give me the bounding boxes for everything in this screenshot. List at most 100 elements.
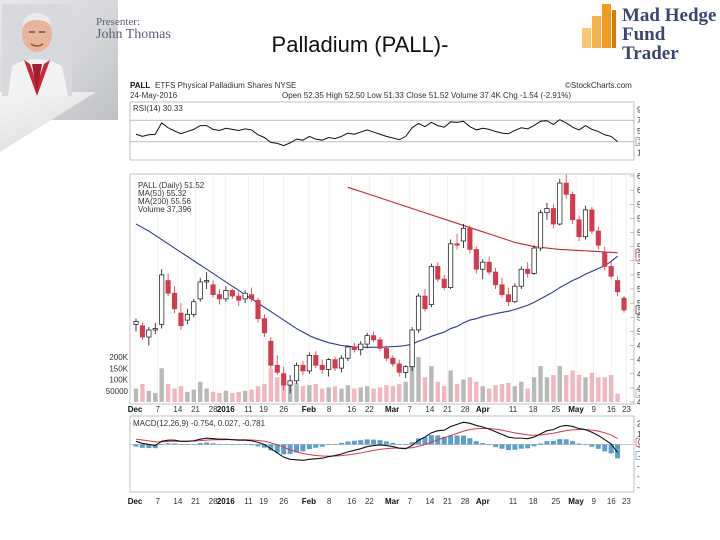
- candle-body: [242, 292, 248, 300]
- volume-bar: [377, 387, 383, 402]
- volume-bar: [531, 377, 537, 402]
- volume-bar: [159, 368, 164, 402]
- logo-line-1: Mad Hedge: [622, 5, 717, 26]
- candle-body: [531, 247, 537, 274]
- macd-histogram-bar: [197, 442, 203, 445]
- price-tick-46: 46: [637, 384, 640, 393]
- macd-histogram-bar: [204, 442, 210, 445]
- candle-body: [435, 266, 441, 280]
- candle-body: [563, 182, 569, 195]
- candle-body: [306, 355, 312, 372]
- candle-body: [396, 363, 402, 373]
- macd-histogram-bar: [306, 444, 312, 450]
- macd-histogram-bar: [512, 444, 518, 450]
- x-tick-1: 7: [155, 405, 160, 414]
- x-tick-22: May: [568, 405, 584, 414]
- candle-body: [525, 268, 531, 274]
- macd-histogram-bar: [377, 440, 383, 445]
- candle-body: [274, 364, 280, 373]
- candle-body: [415, 295, 422, 331]
- volume-bar: [474, 381, 479, 402]
- x-tick-bottom-15: 14: [425, 497, 434, 506]
- candle-body: [293, 364, 300, 382]
- macd-histogram-bar: [281, 444, 287, 455]
- x-tick-bottom-10: 8: [327, 497, 332, 506]
- volume-bar: [397, 384, 402, 402]
- x-tick-bottom-18: Apr: [476, 497, 490, 506]
- candle-body: [351, 346, 357, 351]
- x-tick-9: Feb: [302, 405, 316, 414]
- macd-histogram-bar: [582, 444, 588, 445]
- x-tick-25: 23: [622, 405, 631, 414]
- macd-badge-label-1: -0.754: [638, 451, 640, 460]
- volume-bar: [249, 389, 254, 402]
- candle-body: [595, 230, 601, 246]
- macd-line: [135, 421, 619, 461]
- macd-histogram-bar: [602, 444, 608, 452]
- macd-histogram-bar: [409, 442, 415, 445]
- volume-bar: [172, 388, 177, 402]
- macd-histogram-bar: [589, 444, 595, 447]
- macd-histogram-bar: [159, 444, 165, 445]
- macd-histogram-bar: [525, 444, 531, 449]
- volume-bar: [512, 386, 518, 402]
- x-tick-21: 25: [551, 405, 560, 414]
- macd-histogram-bar: [608, 444, 614, 454]
- candle-body: [281, 373, 287, 386]
- rsi-tick-50: 50: [637, 127, 640, 136]
- volume-bar: [409, 361, 415, 402]
- macd-histogram-bar: [403, 444, 409, 445]
- macd-histogram-bar: [538, 443, 544, 445]
- x-tick-18: Apr: [476, 405, 490, 414]
- price-tick-55: 55: [637, 257, 640, 266]
- x-tick-bottom-1: 7: [155, 497, 160, 506]
- macd-tick--3: -3: [637, 472, 640, 481]
- x-tick-3: 21: [191, 405, 200, 414]
- volume-bar: [506, 382, 511, 402]
- candle-body: [428, 266, 434, 305]
- macd-histogram-bar: [229, 444, 235, 445]
- volume-bar: [300, 386, 306, 402]
- candle-body: [589, 209, 595, 232]
- price-tick-48: 48: [637, 356, 640, 365]
- macd-histogram-bar: [448, 435, 454, 445]
- x-tick-23: 9: [591, 405, 596, 414]
- macd-histogram-bar: [268, 444, 274, 451]
- volume-bar: [326, 387, 331, 402]
- volume-bar: [467, 377, 473, 402]
- x-tick-10: 8: [327, 405, 332, 414]
- candle-body: [486, 261, 492, 273]
- candle-body: [332, 359, 338, 369]
- x-tick-15: 14: [425, 405, 434, 414]
- volume-bar: [262, 384, 267, 402]
- volume-bar: [544, 377, 550, 402]
- price-tick-47: 47: [637, 370, 640, 379]
- x-tick-20: 18: [529, 405, 538, 414]
- x-tick-bottom-24: 16: [607, 497, 616, 506]
- volume-bar: [486, 388, 492, 402]
- x-tick-7: 19: [259, 405, 268, 414]
- candle-body: [505, 294, 511, 303]
- macd-histogram-bar: [313, 444, 319, 448]
- chart-description: ETFS Physical Palladium Shares NYSE: [155, 81, 296, 90]
- x-tick-bottom-14: 7: [407, 497, 412, 506]
- volume-bar: [576, 375, 582, 402]
- macd-histogram-bar: [416, 438, 422, 445]
- x-tick-0: Dec: [128, 405, 143, 414]
- volume-bar: [589, 372, 595, 402]
- macd-histogram-bar: [595, 444, 601, 449]
- price-badge: [635, 305, 640, 315]
- volume-bar: [371, 388, 376, 402]
- volume-bar: [242, 390, 248, 402]
- chart-source: ©StockCharts.com: [565, 81, 632, 90]
- candle-body: [268, 340, 274, 366]
- macd-panel: MACD(12,26,9) -0.754, 0.027, -0.781: [129, 415, 635, 493]
- volume-bar: [442, 386, 447, 402]
- volume-bar: [454, 384, 460, 402]
- macd-histogram-bar: [172, 443, 178, 445]
- x-tick-19: 11: [509, 405, 518, 414]
- macd-histogram-bar: [467, 438, 473, 445]
- legend-ma200: MA(200) 55.56: [138, 197, 191, 206]
- x-tick-24: 16: [607, 405, 616, 414]
- macd-histogram-bar: [557, 439, 563, 445]
